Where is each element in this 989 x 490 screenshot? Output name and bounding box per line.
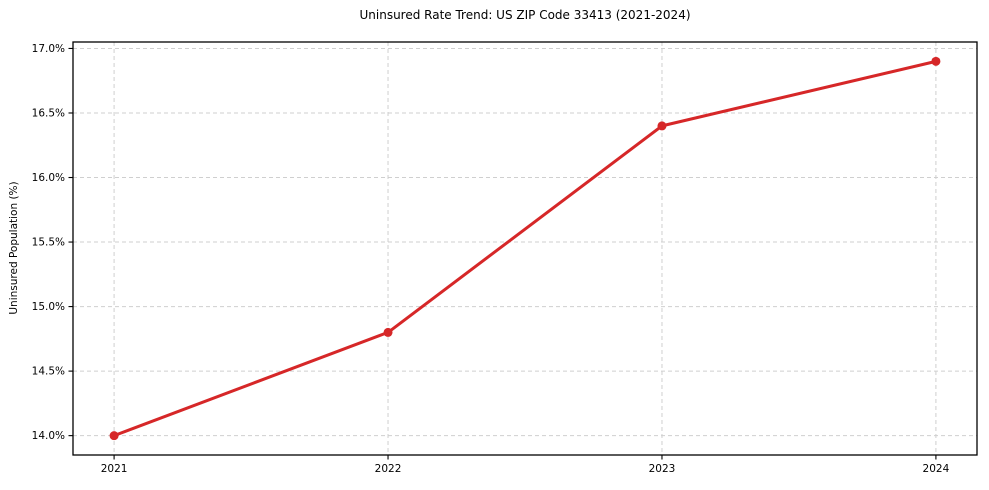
y-tick-label: 14.0% (32, 430, 65, 442)
data-point (109, 431, 119, 441)
plot-area (73, 42, 977, 455)
y-tick-label: 16.0% (32, 172, 65, 184)
x-tick-label: 2024 (923, 463, 950, 475)
x-tick-label: 2022 (375, 463, 402, 475)
y-tick-label: 14.5% (32, 366, 65, 378)
trend-line (112, 59, 938, 438)
plot-border (72, 41, 978, 456)
data-point (657, 121, 667, 131)
data-point (383, 327, 393, 337)
y-tick-label: 15.5% (32, 237, 65, 249)
x-tick-label: 2021 (101, 463, 128, 475)
x-tick-label: 2023 (649, 463, 676, 475)
y-tick-label: 15.0% (32, 301, 65, 313)
chart-title: Uninsured Rate Trend: US ZIP Code 33413 … (359, 8, 691, 22)
y-tick-label: 17.0% (32, 43, 65, 55)
y-tick-label: 16.5% (32, 108, 65, 120)
data-point (931, 56, 941, 66)
